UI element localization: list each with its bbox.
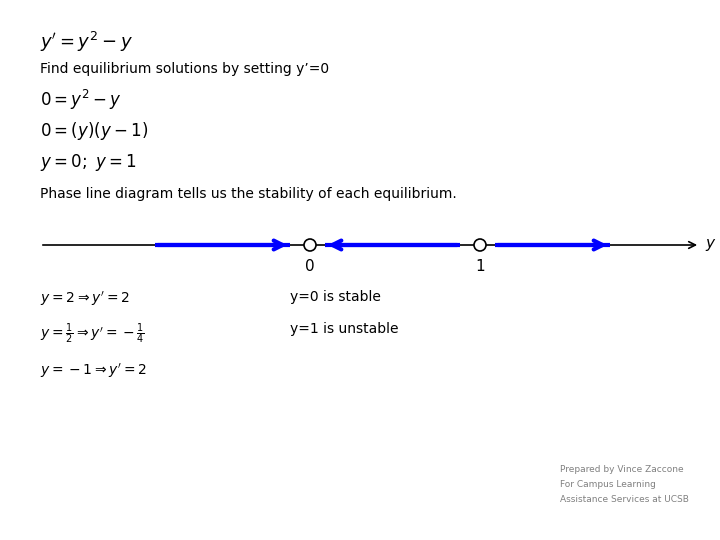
Circle shape	[474, 239, 486, 251]
Text: $y' = y^2 - y$: $y' = y^2 - y$	[40, 30, 133, 54]
Text: y=1 is unstable: y=1 is unstable	[290, 322, 398, 336]
Text: $y = 0;\ y = 1$: $y = 0;\ y = 1$	[40, 152, 137, 173]
Text: Phase line diagram tells us the stability of each equilibrium.: Phase line diagram tells us the stabilit…	[40, 187, 456, 201]
Text: $0 = y^2 - y$: $0 = y^2 - y$	[40, 88, 122, 112]
Text: For Campus Learning: For Campus Learning	[560, 480, 656, 489]
Text: $y = 2 \Rightarrow y' = 2$: $y = 2 \Rightarrow y' = 2$	[40, 290, 130, 308]
Text: y=0 is stable: y=0 is stable	[290, 290, 381, 304]
Text: 0: 0	[305, 259, 315, 274]
Text: $y = \frac{1}{2} \Rightarrow y' = -\frac{1}{4}$: $y = \frac{1}{2} \Rightarrow y' = -\frac…	[40, 322, 145, 346]
Text: $y = -1 \Rightarrow y' = 2$: $y = -1 \Rightarrow y' = 2$	[40, 362, 147, 380]
Text: Find equilibrium solutions by setting y’=0: Find equilibrium solutions by setting y’…	[40, 62, 329, 76]
Text: Prepared by Vince Zaccone: Prepared by Vince Zaccone	[560, 465, 683, 474]
Circle shape	[304, 239, 316, 251]
Text: Assistance Services at UCSB: Assistance Services at UCSB	[560, 495, 689, 504]
Text: 1: 1	[475, 259, 485, 274]
Text: $0 = (y)(y - 1)$: $0 = (y)(y - 1)$	[40, 120, 148, 142]
Text: $y$: $y$	[705, 237, 716, 253]
